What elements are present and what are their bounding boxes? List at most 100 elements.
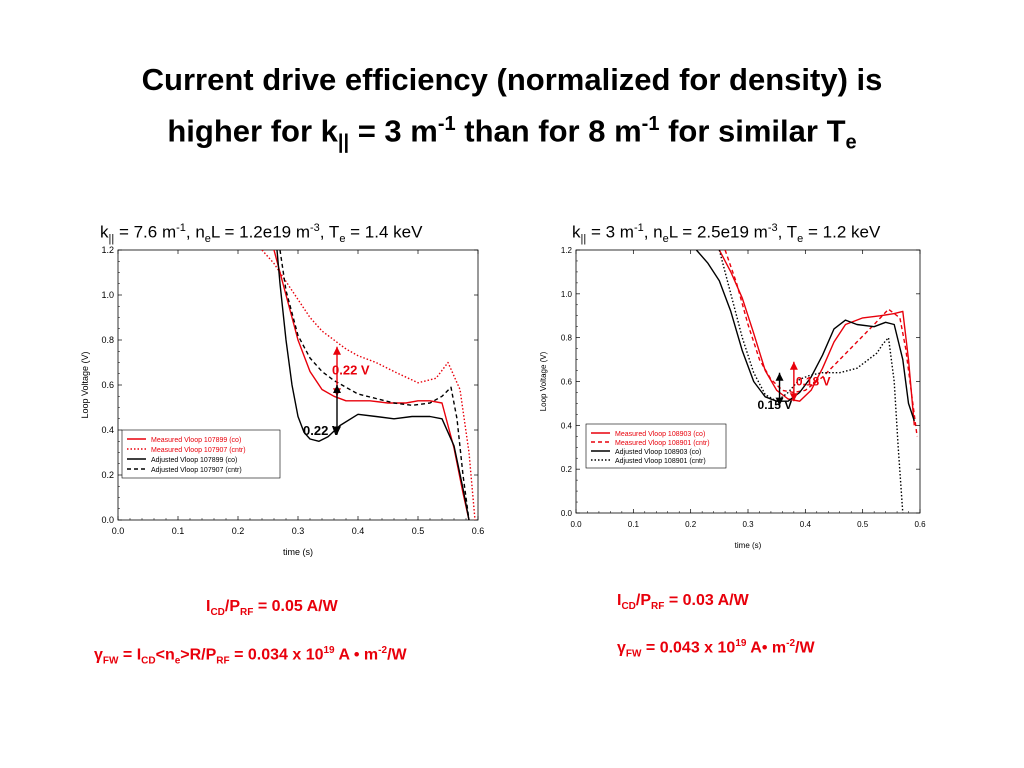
eq-text: A• m: [746, 639, 787, 657]
legend-label: Measured Vloop 108901 (cntr): [615, 440, 710, 447]
series-line: [279, 250, 470, 520]
x-tick-label: 0.5: [857, 520, 869, 529]
title-text: higher for k: [167, 113, 338, 149]
y-tick-label: 0.8: [101, 335, 114, 345]
annotation-arrowhead: [333, 346, 341, 355]
eq-text: >R/P: [180, 646, 217, 664]
legend-label: Measured Vloop 107907 (cntr): [151, 447, 246, 454]
annotation-label: 0.22 V: [303, 423, 341, 438]
y-tick-label: 0.2: [101, 470, 114, 480]
title-superscript: -1: [641, 113, 660, 135]
x-tick-label: 0.1: [172, 526, 185, 536]
subtitle-text: , T: [777, 222, 798, 242]
title-line-1: Current drive efficiency (normalized for…: [141, 62, 883, 97]
subtitle-superscript: -1: [176, 222, 186, 234]
eq-superscript: 19: [323, 645, 335, 656]
y-tick-label: 0.6: [561, 378, 573, 387]
series-line: [273, 250, 470, 520]
y-tick-label: 1.0: [561, 290, 573, 299]
series-line: [718, 250, 904, 513]
legend-label: Adjusted Vloop 107899 (co): [151, 457, 237, 464]
y-tick-label: 1.0: [101, 290, 114, 300]
subtitle-text: L = 1.2e19 m: [210, 222, 310, 242]
left-gamma-fw: γFW = ICD<ne>R/PRF = 0.034 x 1019 A • m-…: [94, 645, 407, 667]
x-axis-label: time (s): [735, 541, 762, 550]
right-loop-voltage-chart: 0.0 0.1 0.2 0.3 0.4 0.5 0.6 0.0 0.2 0.4 0.6 0.8 1.0 1…: [539, 246, 926, 550]
y-tick-label: 1.2: [101, 245, 114, 255]
subtitle-superscript: -3: [310, 222, 320, 234]
series-line: [276, 250, 470, 520]
legend-label: Adjusted Vloop 108903 (co): [615, 449, 701, 456]
eq-superscript: 19: [735, 638, 747, 649]
left-loop-voltage-chart: 0.0 0.1 0.2 0.3 0.4 0.5 0.6 0.0 0.2 0.4 0.6 0.8 1.0 1…: [80, 245, 484, 557]
legend-box: [121, 429, 281, 479]
y-tick-label: 0.2: [561, 465, 573, 474]
subtitle-superscript: -1: [633, 222, 644, 234]
subtitle-text: = 1.4 keV: [345, 222, 423, 242]
eq-text: γ: [94, 646, 103, 664]
x-tick-label: 0.1: [628, 520, 640, 529]
x-tick-label: 0.6: [914, 520, 926, 529]
y-tick-label: 0.0: [101, 515, 114, 525]
eq-subscript: CD: [621, 601, 636, 613]
x-tick-label: 0.4: [800, 520, 812, 529]
eq-subscript: RF: [651, 601, 665, 613]
eq-subscript: FW: [102, 655, 119, 667]
eq-text: I: [206, 598, 211, 615]
title-line-2: higher for k|| = 3 m-1 than for 8 m-1 fo…: [40, 102, 984, 165]
chart-legend: Measured Vloop 107899 (co) Measured Vloop…: [121, 429, 281, 479]
subtitle-subscript: e: [204, 233, 211, 246]
left-current-drive-ratio: ICD/PRF = 0.05 A/W: [206, 598, 338, 618]
series-line: [695, 250, 915, 422]
eq-superscript: -2: [786, 638, 796, 649]
series-line: [718, 250, 915, 426]
eq-subscript: RF: [240, 607, 254, 619]
eq-text: A • m: [334, 646, 379, 664]
x-tick-label: 0.5: [412, 526, 425, 536]
series-group: [695, 250, 918, 513]
x-tick-label: 0.4: [352, 526, 365, 536]
eq-subscript: CD: [141, 655, 156, 667]
subtitle-text: k: [100, 222, 109, 242]
subtitle-subscript: e: [797, 233, 804, 246]
eq-text: /W: [795, 639, 815, 657]
subtitle-text: L = 2.5e19 m: [668, 222, 768, 242]
subtitle-subscript: ||: [580, 233, 587, 246]
eq-text: = 0.03 A/W: [664, 592, 749, 609]
series-line: [724, 250, 918, 437]
subtitle-text: , n: [643, 222, 663, 242]
eq-subscript: e: [174, 655, 181, 667]
y-axis-label: Loop Voltage (V): [539, 351, 548, 411]
subtitle-subscript: ||: [108, 233, 115, 246]
series-line: [261, 250, 476, 520]
title-text: for similar T: [659, 113, 846, 149]
annotation-label: 0.22 V: [332, 363, 370, 378]
x-tick-label: 0.0: [570, 520, 582, 529]
plot-frame: [575, 249, 921, 514]
annotation-arrowhead: [789, 361, 798, 370]
annotation-arrowhead: [775, 372, 784, 381]
chart-legend: Measured Vloop 108903 (co) Measured Vloop…: [585, 423, 727, 469]
y-tick-label: 0.4: [561, 421, 573, 430]
eq-text: = 0.034 x 10: [229, 646, 324, 664]
y-tick-label: 1.2: [561, 246, 573, 255]
eq-text: γ: [617, 639, 626, 657]
legend-label: Adjusted Vloop 107907 (cntr): [151, 467, 242, 474]
eq-subscript: FW: [625, 648, 642, 660]
subtitle-subscript: e: [339, 233, 346, 246]
legend-label: Measured Vloop 108903 (co): [615, 431, 705, 438]
legend-label: Adjusted Vloop 108901 (cntr): [615, 458, 706, 465]
title-text: = 3 m: [349, 113, 438, 149]
annotation-arrowhead: [775, 397, 784, 406]
x-axis-label: time (s): [283, 547, 313, 557]
subtitle-text: , T: [319, 222, 340, 242]
subtitle-text: k: [572, 222, 581, 242]
y-tick-label: 0.8: [561, 334, 573, 343]
eq-subscript: RF: [216, 655, 230, 667]
y-axis-label: Loop Voltage (V): [80, 351, 90, 418]
title-subscript: ||: [337, 131, 350, 154]
eq-text: <n: [155, 646, 175, 664]
left-chart-subtitle: k|| = 7.6 m-1, neL = 1.2e19 m-3, Te = 1.…: [100, 222, 422, 245]
title-subscript: e: [845, 131, 857, 154]
page-title: Current drive efficiency (normalized for…: [40, 58, 984, 165]
